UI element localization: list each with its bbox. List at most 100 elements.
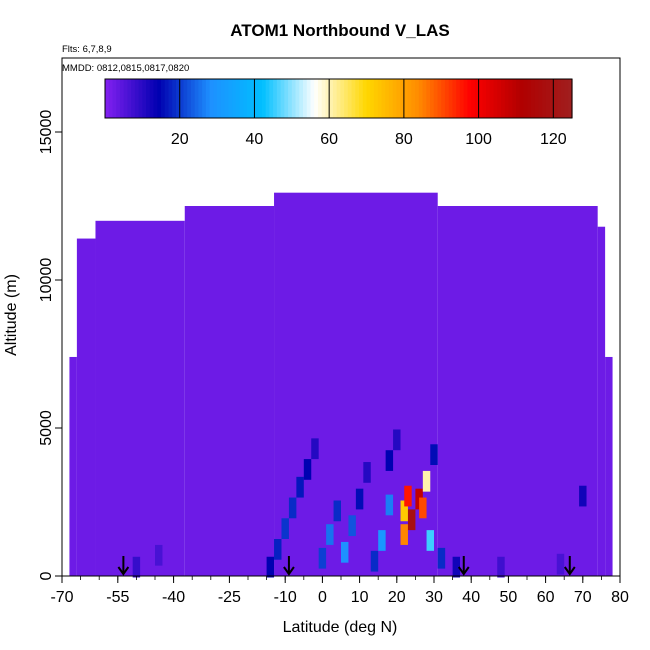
colorbar-swatch: [276, 79, 282, 118]
colorbar-tick-label: 100: [465, 131, 492, 148]
heatmap-cell: [296, 476, 304, 498]
x-axis-label: Latitude (deg N): [283, 619, 398, 636]
colorbar-swatch: [250, 79, 256, 118]
heatmap-cell: [274, 539, 282, 560]
x-tick-label: 10: [351, 589, 369, 606]
colorbar-swatch: [157, 79, 162, 118]
x-tick-label: -10: [274, 589, 297, 606]
colorbar-swatch: [493, 79, 498, 118]
colorbar-swatch: [486, 79, 491, 118]
x-tick-label: 20: [388, 589, 406, 606]
colorbar-swatch: [164, 79, 170, 118]
colorbar-swatch: [123, 79, 129, 118]
colorbar-swatch: [366, 79, 371, 118]
colorbar-swatch: [441, 79, 446, 118]
colorbar-swatch: [321, 79, 327, 118]
colorbar-swatch: [295, 79, 300, 118]
colorbar-swatch: [235, 79, 241, 118]
colorbar-swatch: [142, 79, 147, 118]
envelope-segment: [184, 206, 275, 576]
flight-marker-arrowhead: [563, 566, 576, 576]
colorbar-swatch: [127, 79, 132, 118]
colorbar-swatch: [329, 79, 334, 118]
colorbar-swatch: [549, 79, 554, 118]
colorbar-swatch: [407, 79, 412, 118]
colorbar-frame: [104, 78, 573, 119]
colorbar-swatch: [538, 79, 543, 118]
heatmap-cell: [426, 530, 434, 551]
colorbar-tick-label: 40: [246, 131, 264, 148]
colorbar-swatch: [542, 79, 547, 118]
heatmap-cell: [404, 485, 412, 507]
heatmap-cell: [333, 500, 341, 522]
colorbar-swatch: [112, 79, 117, 118]
colorbar-swatch: [373, 79, 379, 118]
colorbar-swatch: [134, 79, 140, 118]
envelope-segment: [597, 226, 606, 576]
colorbar-swatch: [213, 79, 218, 118]
colorbar-swatch: [187, 79, 192, 118]
colorbar-swatch: [172, 79, 177, 118]
colorbar-swatch: [396, 79, 401, 118]
flight-marker-arrowhead: [283, 566, 295, 576]
y-tick-label: 15000: [38, 110, 55, 155]
colorbar-swatch: [291, 79, 297, 118]
colorbar-swatch: [459, 79, 465, 118]
flights-note: Flts: 6,7,8,9: [62, 44, 112, 55]
colorbar-tick-label: 80: [395, 131, 413, 148]
colorbar-swatch: [560, 79, 566, 118]
heatmap-cell: [437, 547, 446, 569]
heatmap-cell: [288, 497, 297, 519]
heatmap-cell: [311, 438, 319, 460]
heatmap-cell: [266, 556, 275, 578]
colorbar-swatch: [239, 79, 244, 118]
colorbar-swatch: [478, 79, 483, 118]
colorbar-swatch: [448, 79, 454, 118]
x-tick-label: 0: [318, 589, 327, 606]
heatmap-cell: [422, 470, 431, 492]
colorbar-tick-label: 60: [320, 131, 338, 148]
colorbar-swatch: [403, 79, 409, 118]
colorbar-swatch: [381, 79, 386, 118]
heatmap-cell: [407, 509, 416, 531]
heatmap-cell: [378, 530, 386, 551]
colorbar-swatch: [254, 79, 259, 118]
y-tick-label: 0: [38, 571, 55, 580]
colorbar-swatch: [415, 79, 420, 118]
colorbar-swatch: [467, 79, 472, 118]
x-tick-label: -25: [218, 589, 241, 606]
colorbar-swatch: [433, 79, 439, 118]
colorbar-swatch: [149, 79, 155, 118]
colorbar-swatch: [489, 79, 495, 118]
colorbar-swatch: [336, 79, 341, 118]
colorbar-swatch: [198, 79, 203, 118]
colorbar-swatch: [258, 79, 263, 118]
colorbar-swatch: [202, 79, 207, 118]
colorbar-swatch: [437, 79, 442, 118]
heatmap-cell: [318, 547, 327, 569]
colorbar-swatch: [314, 79, 319, 118]
colorbar-swatch: [545, 79, 551, 118]
colorbar-swatch: [273, 79, 278, 118]
colorbar-swatch: [306, 79, 312, 118]
colorbar-swatch: [527, 79, 532, 118]
x-tick-label: 50: [500, 589, 518, 606]
colorbar-swatch: [426, 79, 431, 118]
heatmap-cell: [400, 500, 408, 522]
envelope-segment: [95, 220, 185, 577]
colorbar-swatch: [482, 79, 487, 118]
x-tick-label: 40: [462, 589, 480, 606]
heatmap-cell: [385, 494, 394, 516]
colorbar-swatch: [370, 79, 375, 118]
colorbar-swatch: [504, 79, 510, 118]
x-tick-label: -40: [162, 589, 185, 606]
axes: -70 -55 -40 -25 -10 0 10 20 30 40 50 60 70 80 0 5000 100…: [38, 57, 629, 606]
heatmap-cell: [326, 524, 334, 545]
colorbar-swatch: [512, 79, 517, 118]
heatmap-cell: [303, 459, 312, 480]
colorbar-swatch: [456, 79, 461, 118]
dates-note: MMDD: 0812,0815,0817,0820: [62, 63, 189, 74]
colorbar-swatch: [534, 79, 539, 118]
colorbar-swatch: [146, 79, 151, 118]
colorbar-swatch: [205, 79, 211, 118]
